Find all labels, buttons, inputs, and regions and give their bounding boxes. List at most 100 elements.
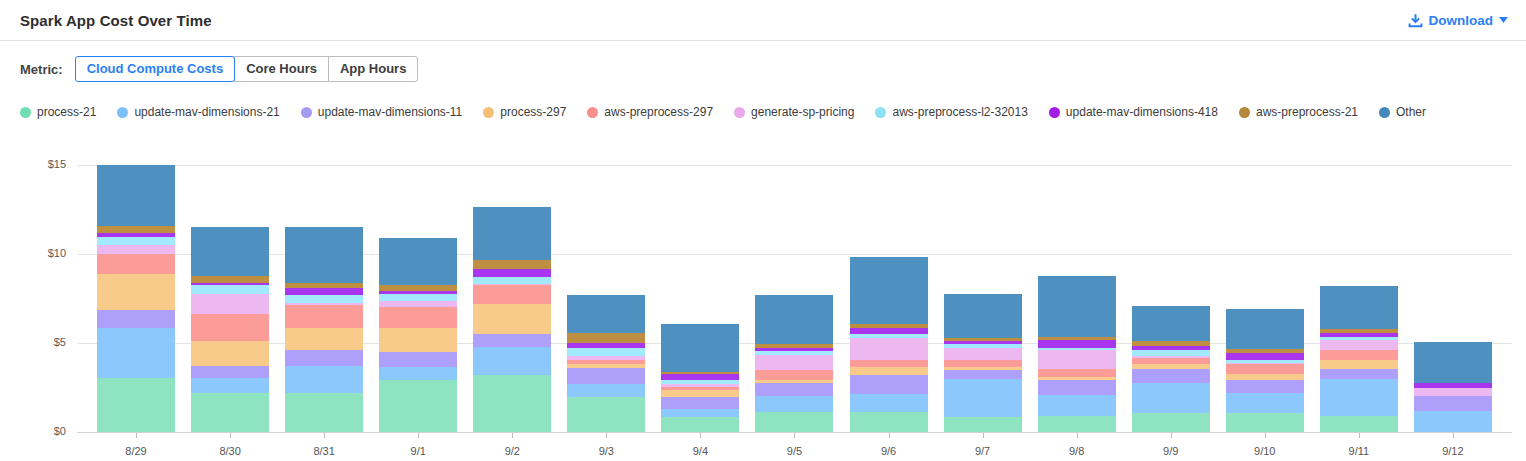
bar-segment-update-mav-dimensions-418[interactable]: [285, 288, 363, 295]
bar-segment-aws-preprocess-l2-32013[interactable]: [97, 237, 175, 245]
bar-segment-update-mav-dimensions-21[interactable]: [97, 328, 175, 378]
bar-segment-update-mav-dimensions-11[interactable]: [285, 350, 363, 366]
bar-segment-generate-sp-pricing[interactable]: [1414, 388, 1492, 396]
bar-segment-other[interactable]: [1226, 309, 1304, 349]
bar-segment-aws-preprocess-297[interactable]: [379, 307, 457, 328]
bar-segment-other[interactable]: [191, 227, 269, 276]
legend-item-update-mav-dimensions-418[interactable]: update-mav-dimensions-418: [1049, 105, 1218, 119]
bar-segment-process-21[interactable]: [567, 397, 645, 432]
bar-segment-process-21[interactable]: [191, 393, 269, 432]
legend-item-aws-preprocess-297[interactable]: aws-preprocess-297: [587, 105, 713, 119]
bar-segment-update-mav-dimensions-21[interactable]: [473, 347, 551, 375]
bar-segment-update-mav-dimensions-21[interactable]: [379, 367, 457, 379]
bar-segment-update-mav-dimensions-21[interactable]: [850, 394, 928, 413]
bar-segment-update-mav-dimensions-21[interactable]: [191, 378, 269, 393]
download-button[interactable]: Download: [1408, 13, 1509, 28]
bar-segment-process-21[interactable]: [1320, 416, 1398, 432]
bar-segment-process-297[interactable]: [850, 367, 928, 375]
bar-segment-process-21[interactable]: [944, 417, 1022, 432]
bar-segment-aws-preprocess-297[interactable]: [755, 370, 833, 380]
stacked-bar-9-12[interactable]: [1414, 342, 1492, 432]
stacked-bar-9-3[interactable]: [567, 295, 645, 432]
bar-segment-aws-preprocess-l2-32013[interactable]: [285, 295, 363, 303]
legend-item-process-297[interactable]: process-297: [483, 105, 566, 119]
bar-segment-update-mav-dimensions-11[interactable]: [661, 397, 739, 409]
bar-segment-update-mav-dimensions-21[interactable]: [1414, 411, 1492, 432]
bar-segment-update-mav-dimensions-11[interactable]: [1038, 380, 1116, 394]
bar-segment-aws-preprocess-297[interactable]: [1226, 364, 1304, 374]
bar-segment-update-mav-dimensions-21[interactable]: [567, 384, 645, 397]
bar-segment-update-mav-dimensions-11[interactable]: [1414, 396, 1492, 410]
bar-segment-update-mav-dimensions-11[interactable]: [473, 334, 551, 347]
legend-item-process-21[interactable]: process-21: [20, 105, 96, 119]
bar-segment-update-mav-dimensions-11[interactable]: [1132, 369, 1210, 383]
tab-core-hours[interactable]: Core Hours: [234, 56, 329, 82]
bar-segment-update-mav-dimensions-11[interactable]: [191, 366, 269, 378]
stacked-bar-9-6[interactable]: [850, 257, 928, 432]
bar-segment-process-297[interactable]: [97, 274, 175, 310]
bar-segment-update-mav-dimensions-11[interactable]: [755, 383, 833, 396]
bar-segment-other[interactable]: [1038, 276, 1116, 337]
legend-item-aws-preprocess-l2-32013[interactable]: aws-preprocess-l2-32013: [875, 105, 1027, 119]
bar-segment-update-mav-dimensions-21[interactable]: [944, 379, 1022, 417]
bar-segment-aws-preprocess-21[interactable]: [567, 333, 645, 343]
bar-segment-other[interactable]: [850, 257, 928, 325]
stacked-bar-8-29[interactable]: [97, 165, 175, 432]
bar-segment-other[interactable]: [755, 295, 833, 344]
bar-segment-generate-sp-pricing[interactable]: [850, 338, 928, 360]
bar-segment-update-mav-dimensions-21[interactable]: [1038, 395, 1116, 416]
bar-segment-process-21[interactable]: [850, 412, 928, 432]
bar-segment-update-mav-dimensions-11[interactable]: [1320, 369, 1398, 379]
bar-segment-process-21[interactable]: [1132, 413, 1210, 432]
bar-segment-process-21[interactable]: [661, 417, 739, 432]
bar-segment-process-297[interactable]: [191, 341, 269, 366]
bar-segment-update-mav-dimensions-418[interactable]: [1226, 353, 1304, 360]
bar-segment-aws-preprocess-297[interactable]: [850, 360, 928, 367]
bar-segment-update-mav-dimensions-11[interactable]: [567, 368, 645, 384]
bar-segment-generate-sp-pricing[interactable]: [191, 294, 269, 314]
bar-segment-update-mav-dimensions-21[interactable]: [755, 396, 833, 412]
bar-segment-aws-preprocess-297[interactable]: [1038, 369, 1116, 377]
legend-item-update-mav-dimensions-11[interactable]: update-mav-dimensions-11: [301, 105, 463, 119]
stacked-bar-9-11[interactable]: [1320, 286, 1398, 432]
stacked-bar-9-1[interactable]: [379, 238, 457, 432]
bar-segment-other[interactable]: [661, 324, 739, 372]
stacked-bar-9-8[interactable]: [1038, 276, 1116, 432]
bar-segment-update-mav-dimensions-21[interactable]: [1320, 379, 1398, 416]
bar-segment-other[interactable]: [285, 227, 363, 282]
bar-segment-aws-preprocess-l2-32013[interactable]: [191, 285, 269, 294]
bar-segment-other[interactable]: [567, 295, 645, 333]
bar-segment-update-mav-dimensions-21[interactable]: [1132, 383, 1210, 413]
bar-segment-generate-sp-pricing[interactable]: [944, 348, 1022, 360]
bar-segment-update-mav-dimensions-418[interactable]: [473, 269, 551, 277]
bar-segment-aws-preprocess-297[interactable]: [473, 285, 551, 304]
bar-segment-update-mav-dimensions-11[interactable]: [379, 352, 457, 367]
bar-segment-process-21[interactable]: [97, 378, 175, 432]
stacked-bar-9-5[interactable]: [755, 295, 833, 432]
bar-segment-aws-preprocess-l2-32013[interactable]: [473, 277, 551, 284]
legend-item-other[interactable]: Other: [1379, 105, 1426, 119]
bar-segment-aws-preprocess-297[interactable]: [97, 254, 175, 274]
bar-segment-aws-preprocess-297[interactable]: [944, 360, 1022, 367]
bar-segment-other[interactable]: [473, 207, 551, 260]
bar-segment-generate-sp-pricing[interactable]: [97, 245, 175, 254]
stacked-bar-9-4[interactable]: [661, 324, 739, 432]
bar-segment-process-21[interactable]: [473, 375, 551, 432]
bar-segment-aws-preprocess-21[interactable]: [473, 260, 551, 269]
legend-item-update-mav-dimensions-21[interactable]: update-mav-dimensions-21: [117, 105, 279, 119]
bar-segment-other[interactable]: [1132, 306, 1210, 342]
stacked-bar-8-30[interactable]: [191, 227, 269, 432]
tab-app-hours[interactable]: App Hours: [328, 56, 418, 82]
bar-segment-process-297[interactable]: [1320, 360, 1398, 369]
bar-segment-process-21[interactable]: [1038, 416, 1116, 432]
bar-segment-update-mav-dimensions-11[interactable]: [850, 375, 928, 394]
bar-segment-update-mav-dimensions-418[interactable]: [1038, 340, 1116, 347]
bar-segment-process-21[interactable]: [755, 412, 833, 432]
bar-segment-process-297[interactable]: [661, 390, 739, 397]
bar-segment-process-21[interactable]: [1226, 413, 1304, 432]
bar-segment-process-21[interactable]: [285, 393, 363, 432]
bar-segment-process-297[interactable]: [379, 328, 457, 352]
bar-segment-other[interactable]: [1320, 286, 1398, 329]
bar-segment-update-mav-dimensions-11[interactable]: [1226, 380, 1304, 393]
bar-segment-generate-sp-pricing[interactable]: [1038, 350, 1116, 369]
